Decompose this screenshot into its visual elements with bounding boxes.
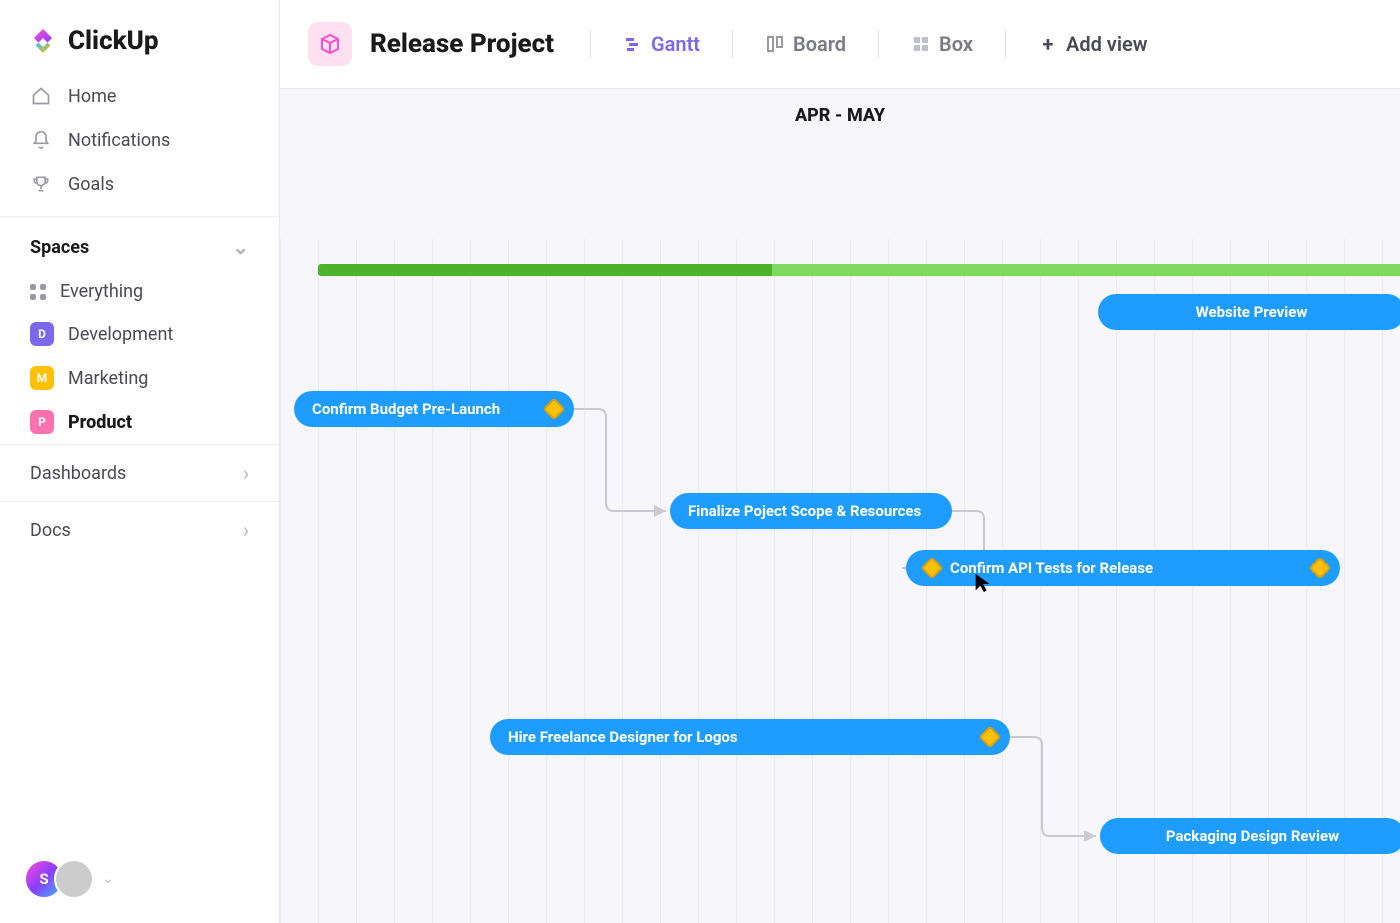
bell-icon <box>30 129 52 151</box>
gantt-icon <box>623 34 643 54</box>
space-label: Product <box>68 412 132 433</box>
gantt-task-bar[interactable]: Finalize Poject Scope & Resources <box>670 493 952 529</box>
add-view-label: Add view <box>1066 32 1148 56</box>
nav-primary: Home Notifications Goals <box>0 74 279 216</box>
nav-label: Notifications <box>68 130 170 151</box>
sidebar-item-development[interactable]: D Development <box>0 312 279 356</box>
space-badge-icon: P <box>30 410 54 434</box>
main: Release Project Gantt Board Box + Add vi… <box>280 0 1400 923</box>
home-icon <box>30 85 52 107</box>
sidebar-item-marketing[interactable]: M Marketing <box>0 356 279 400</box>
sidebar-item-everything[interactable]: Everything <box>0 271 279 312</box>
view-box[interactable]: Box <box>905 28 979 60</box>
project-icon[interactable] <box>308 22 352 66</box>
task-label: Hire Freelance Designer for Logos <box>508 728 738 746</box>
project-title: Release Project <box>370 29 554 59</box>
view-label: Board <box>793 32 846 56</box>
task-label: Finalize Poject Scope & Resources <box>688 502 921 520</box>
sidebar: ClickUp Home Notifications Goals Spaces … <box>0 0 280 923</box>
view-gantt[interactable]: Gantt <box>617 28 706 60</box>
topbar: Release Project Gantt Board Box + Add vi… <box>280 0 1400 89</box>
cursor-icon <box>972 572 994 594</box>
chevron-right-icon: › <box>243 518 249 542</box>
milestone-diamond-icon <box>979 726 1002 749</box>
divider <box>590 30 591 58</box>
chevron-right-icon: › <box>243 461 249 485</box>
divider <box>1005 30 1006 58</box>
board-icon <box>765 34 785 54</box>
space-badge-icon: M <box>30 366 54 390</box>
space-label: Everything <box>60 281 143 302</box>
view-label: Gantt <box>651 32 700 56</box>
gantt-task-bar[interactable]: Hire Freelance Designer for Logos <box>490 719 1010 755</box>
space-badge-icon: D <box>30 322 54 346</box>
trophy-icon <box>30 173 52 195</box>
task-label: Website Preview <box>1196 303 1308 321</box>
spaces-header-label: Spaces <box>30 237 89 258</box>
nav-label: Goals <box>68 174 114 195</box>
everything-icon <box>30 284 46 300</box>
divider <box>732 30 733 58</box>
sidebar-item-product[interactable]: P Product <box>0 400 279 444</box>
collapsible-label: Docs <box>30 520 71 541</box>
box-icon <box>911 34 931 54</box>
add-view-button[interactable]: + Add view <box>1032 28 1154 60</box>
collapsible-label: Dashboards <box>30 463 126 484</box>
milestone-diamond-icon <box>543 398 566 421</box>
logo[interactable]: ClickUp <box>0 0 279 74</box>
plus-icon: + <box>1038 34 1058 54</box>
milestone-diamond-icon <box>1309 557 1332 580</box>
cube-icon <box>318 32 342 56</box>
nav-goals[interactable]: Goals <box>0 162 279 206</box>
nav-label: Home <box>68 86 116 107</box>
chevron-down-icon: ⌄ <box>102 871 114 887</box>
gantt-task-bar[interactable]: Packaging Design Review <box>1100 818 1400 854</box>
avatar[interactable] <box>54 859 94 899</box>
nav-home[interactable]: Home <box>0 74 279 118</box>
sidebar-item-docs[interactable]: Docs › <box>0 501 279 558</box>
gantt-task-bar[interactable]: Website Preview <box>1098 294 1400 330</box>
avatar-row[interactable]: S ⌄ <box>24 859 114 899</box>
divider <box>878 30 879 58</box>
clickup-logo-icon <box>28 26 58 56</box>
view-board[interactable]: Board <box>759 28 852 60</box>
chevron-down-icon: ⌄ <box>232 235 249 259</box>
task-label: Packaging Design Review <box>1166 827 1339 845</box>
space-label: Marketing <box>68 368 148 389</box>
milestone-diamond-icon <box>921 557 944 580</box>
gantt-chart[interactable]: APR - MAY Website PreviewConfirm Budget … <box>280 89 1400 923</box>
task-label: Confirm Budget Pre-Launch <box>312 400 500 418</box>
spaces-header[interactable]: Spaces ⌄ <box>0 216 279 271</box>
sidebar-item-dashboards[interactable]: Dashboards › <box>0 444 279 501</box>
space-label: Development <box>68 324 173 345</box>
view-label: Box <box>939 32 973 56</box>
brand-name: ClickUp <box>68 26 159 56</box>
nav-notifications[interactable]: Notifications <box>0 118 279 162</box>
gantt-task-bar[interactable]: Confirm Budget Pre-Launch <box>294 391 574 427</box>
